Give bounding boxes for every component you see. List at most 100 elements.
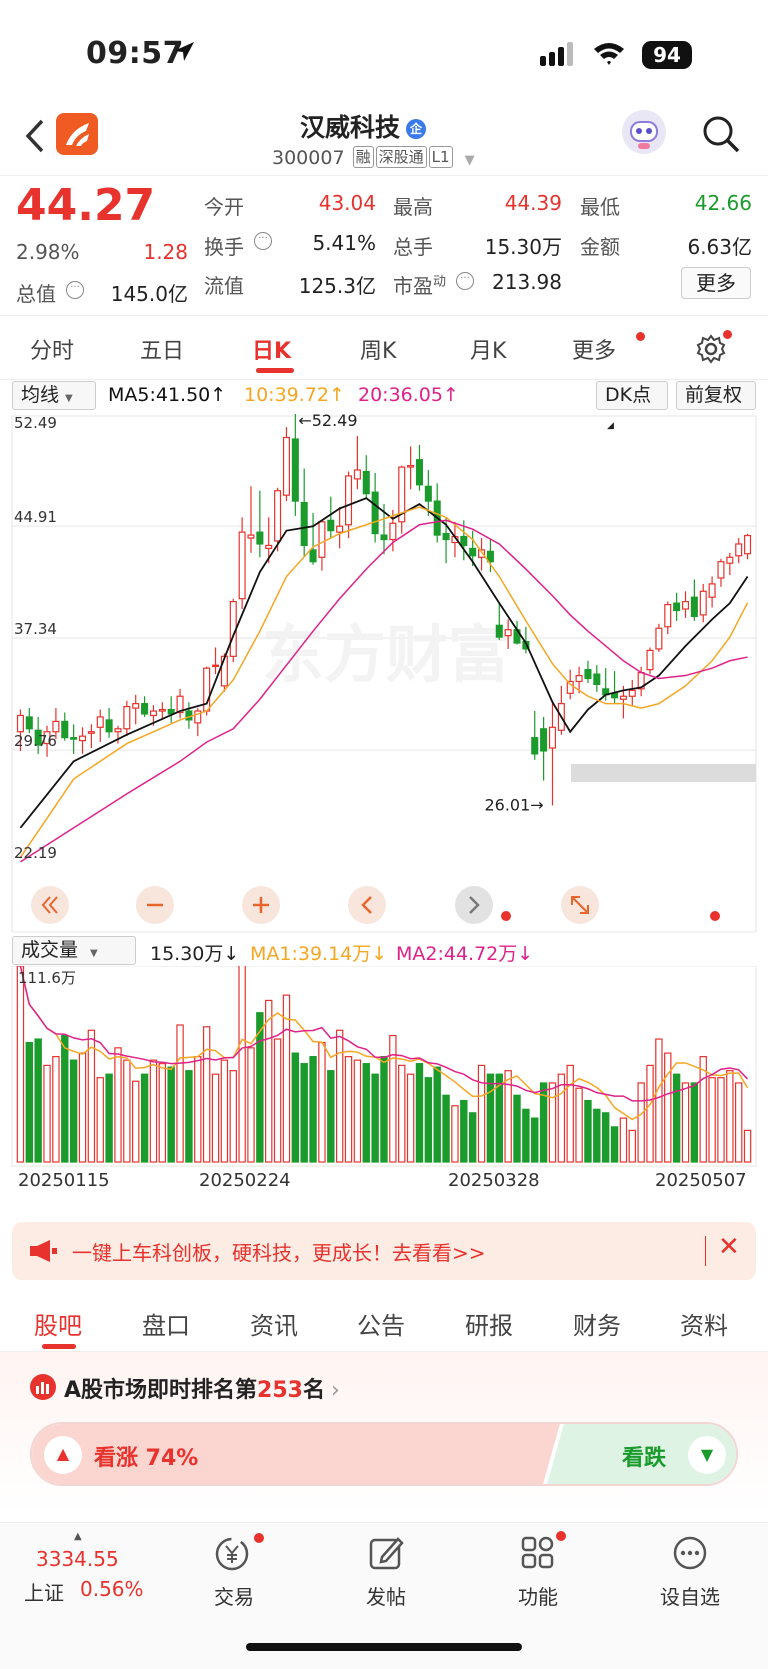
- candle-down: [593, 673, 601, 686]
- tab-weekly-k[interactable]: 周K: [360, 339, 397, 364]
- date-axis: 20250115 20250224 20250328 20250507: [0, 1168, 768, 1196]
- ma20-value: 20:36.05↑: [358, 384, 459, 406]
- volume-bar: [149, 1059, 158, 1163]
- tab-more[interactable]: 更多: [572, 339, 617, 364]
- functions-button[interactable]: 功能: [488, 1523, 588, 1623]
- candle-up: [52, 720, 60, 733]
- tab-announcements[interactable]: 公告: [357, 1312, 405, 1340]
- zoom-in-button[interactable]: [242, 886, 280, 924]
- fullscreen-button[interactable]: [561, 886, 599, 924]
- info-dots-icon[interactable]: ···: [66, 281, 84, 299]
- volume-bar: [69, 1059, 78, 1163]
- stock-name: 汉威科技企: [300, 108, 427, 144]
- volume-indicator-selector[interactable]: 成交量 ▼: [12, 936, 136, 965]
- volume-frame: [11, 966, 757, 1167]
- tab-financials[interactable]: 财务: [573, 1312, 621, 1340]
- yen-exchange-icon: [215, 1537, 249, 1571]
- kline-chart[interactable]: 东方财富 52.49 44.91 37.34 29.76 22.19 ←52.49 26…: [0, 414, 768, 934]
- low-annotation: 26.01→: [484, 796, 543, 815]
- candle-up: [96, 716, 104, 728]
- tab-five-day[interactable]: 五日: [140, 339, 185, 364]
- candle-up: [282, 436, 290, 496]
- zoom-out-button[interactable]: [136, 886, 174, 924]
- last-price: 44.27: [16, 180, 156, 231]
- high-value: 44.39: [504, 191, 562, 215]
- volume-chart[interactable]: 111.6万: [0, 966, 768, 1168]
- volume-bar: [433, 1066, 441, 1163]
- volume-bar: [167, 1066, 175, 1163]
- candle-up: [158, 708, 166, 712]
- candle-up: [345, 475, 353, 526]
- volume-bar: [140, 1073, 149, 1163]
- price-tick-label: 29.76: [14, 732, 57, 750]
- add-watchlist-button[interactable]: 设自选: [640, 1523, 740, 1623]
- candle-down: [362, 470, 370, 495]
- candle-up: [194, 710, 202, 724]
- open-value: 43.04: [318, 191, 376, 215]
- tab-forum[interactable]: 股吧: [34, 1312, 82, 1340]
- tab-research[interactable]: 研报: [465, 1312, 513, 1340]
- edit-icon: [369, 1537, 404, 1570]
- close-icon[interactable]: ✕: [718, 1232, 740, 1262]
- status-bar: 09:57 94: [0, 0, 768, 104]
- info-dots-icon[interactable]: ···: [456, 272, 474, 290]
- scroll-first-button[interactable]: [31, 886, 69, 924]
- candle-up: [735, 543, 743, 557]
- volume-bar: [105, 1073, 113, 1163]
- back-icon[interactable]: [22, 118, 46, 154]
- robot-assistant-avatar[interactable]: [622, 110, 666, 154]
- active-tab-indicator: [256, 368, 294, 373]
- adjust-button[interactable]: 前复权: [676, 381, 756, 410]
- indicator-selector[interactable]: 均线 ▼: [12, 381, 96, 410]
- high-annotation: ←52.49: [298, 414, 357, 430]
- grid-apps-icon: [521, 1536, 554, 1569]
- info-dots-icon[interactable]: ···: [254, 232, 272, 250]
- volume-ma-line: [19, 966, 749, 1121]
- volume-bar: [353, 1059, 362, 1163]
- tab-monthly-k[interactable]: 月K: [470, 339, 507, 364]
- ma10-line: [19, 506, 749, 858]
- volume-bars: [16, 966, 752, 1163]
- vote-down-button[interactable]: ▼: [688, 1436, 726, 1474]
- volume-bar: [699, 1056, 707, 1163]
- expand-caret-icon[interactable]: ▼: [464, 153, 475, 168]
- pe-dynamic-sup: 动: [433, 274, 447, 290]
- promo-banner[interactable]: 一键上车科创板，硬科技，更成长！去看看>> ✕: [12, 1222, 756, 1280]
- more-quote-button[interactable]: 更多: [681, 267, 751, 299]
- vote-up-button[interactable]: ▲: [44, 1436, 82, 1474]
- ma-lines: [19, 497, 749, 863]
- candle-up: [619, 695, 627, 700]
- volume-bar: [504, 1070, 512, 1163]
- volume-bar: [451, 1105, 459, 1163]
- volume-bar: [539, 1082, 548, 1163]
- post-button[interactable]: 发帖: [336, 1523, 436, 1623]
- volume-bar: [43, 1064, 51, 1163]
- volume-bar: [185, 1070, 193, 1163]
- search-icon[interactable]: [701, 114, 741, 154]
- tab-orderbook[interactable]: 盘口: [142, 1312, 190, 1340]
- mktcap-label: 总值: [16, 282, 56, 306]
- price-axis: 52.49 44.91 37.34 29.76 22.19: [14, 414, 57, 862]
- ma5-value: MA5:41.50↑: [108, 384, 227, 406]
- volume-bar: [717, 1077, 725, 1163]
- volume-bar: [593, 1108, 601, 1163]
- volume-bar: [176, 1024, 184, 1163]
- tab-intraday[interactable]: 分时: [30, 339, 75, 364]
- volume-bar: [247, 1047, 255, 1163]
- ma5-line: [19, 497, 749, 829]
- scroll-right-button[interactable]: [455, 886, 493, 924]
- index-ticker[interactable]: ▲ 3334.55 上证 0.56%: [20, 1531, 170, 1611]
- market-rank[interactable]: A股市场即时排名第253名 ›: [64, 1378, 340, 1403]
- candle-up: [575, 674, 583, 683]
- volume-bar: [371, 1073, 379, 1163]
- trade-button[interactable]: 交易: [184, 1523, 284, 1623]
- volume-bar: [468, 1112, 477, 1163]
- tab-profile[interactable]: 资料: [680, 1312, 728, 1340]
- scroll-left-button[interactable]: [348, 886, 386, 924]
- candle-up: [274, 490, 282, 542]
- functions-label: 功能: [518, 1585, 558, 1609]
- tab-daily-k[interactable]: 日K: [252, 339, 292, 364]
- tab-news[interactable]: 资讯: [250, 1312, 298, 1340]
- dk-point-button[interactable]: DK点◢: [596, 381, 668, 431]
- settings-gear-icon[interactable]: [696, 334, 726, 364]
